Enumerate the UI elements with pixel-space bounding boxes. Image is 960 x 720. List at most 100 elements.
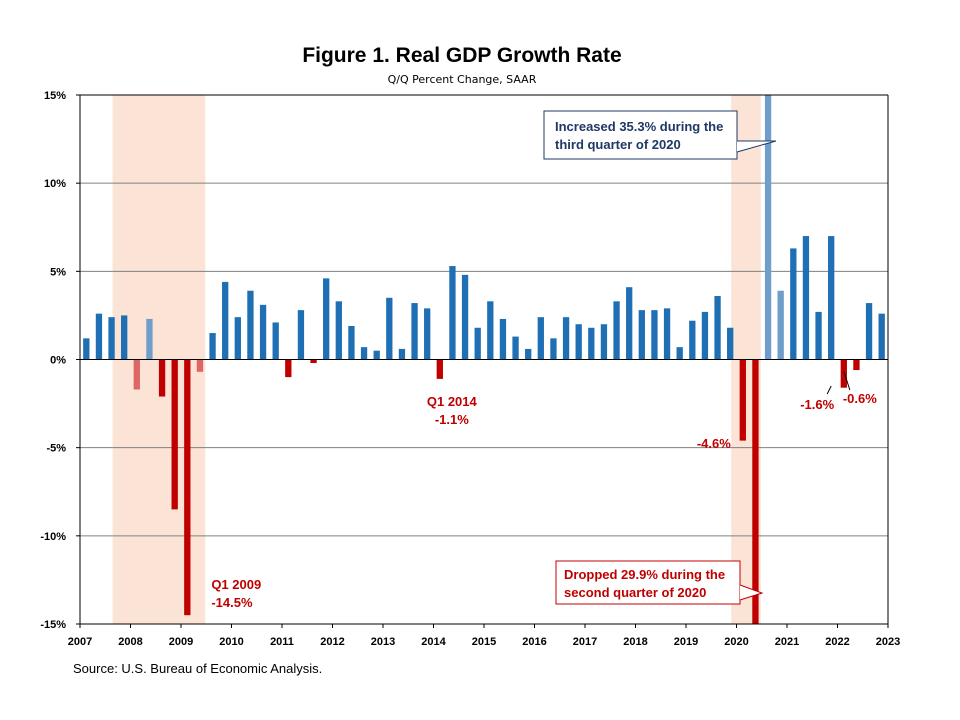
bar	[310, 359, 317, 364]
bar	[853, 359, 860, 371]
y-tick-label: 5%	[50, 266, 66, 278]
bar	[588, 327, 595, 360]
bar	[424, 308, 431, 360]
bar-series	[83, 95, 885, 624]
x-tick-label: 2023	[876, 636, 900, 648]
callout-text-drop: Dropped 29.9% during the second quarter o…	[564, 567, 725, 600]
tick-labels: 15% 10% 5% 0% -5% -10% -15%2007 2008 2009 2010 201…	[40, 90, 900, 648]
y-tick-label: 15%	[44, 90, 66, 102]
x-tick-label: 2017	[573, 636, 597, 648]
bar	[297, 310, 305, 360]
bar	[878, 313, 885, 360]
bar	[689, 320, 696, 360]
bar	[461, 274, 469, 360]
x-tick-label: 2022	[825, 636, 849, 648]
bar	[815, 311, 822, 360]
x-tick-label: 2014	[421, 636, 446, 648]
callout-pointer	[736, 140, 777, 153]
bar	[449, 266, 456, 360]
x-tick-label: 2021	[775, 636, 799, 648]
bar	[146, 318, 153, 360]
x-tick-label: 2007	[68, 636, 92, 648]
bar	[247, 290, 254, 360]
bar	[626, 287, 633, 360]
y-tick-label: -15%	[40, 619, 66, 631]
bar	[714, 296, 721, 360]
annotation-2020-q1: -4.6%	[697, 436, 731, 451]
chart-title: Figure 1. Real GDP Growth Rate	[302, 44, 622, 67]
bar	[335, 301, 342, 360]
x-tick-label: 2010	[219, 636, 243, 648]
bar	[272, 322, 279, 360]
y-tick-label: 10%	[44, 178, 66, 190]
bar	[108, 317, 115, 360]
bar	[512, 336, 519, 360]
bar	[348, 325, 355, 360]
bar	[638, 310, 645, 360]
annotation-q1-2014: Q1 2014 -1.1%	[427, 394, 478, 427]
bar	[676, 347, 683, 360]
chart-subtitle: Q/Q Percent Change, SAAR	[387, 73, 537, 86]
bar	[537, 317, 544, 360]
annotation-q1-2009: Q1 2009 -14.5%	[211, 577, 261, 610]
x-tick-label: 2008	[118, 636, 142, 648]
bar	[184, 359, 191, 616]
callout-text-increase: Increased 35.3% during the third quarter …	[555, 119, 723, 152]
x-tick-label: 2020	[724, 636, 748, 648]
bar	[600, 324, 608, 360]
x-tick-label: 2019	[674, 636, 698, 648]
bar	[525, 348, 532, 360]
bar	[802, 236, 810, 360]
x-tick-label: 2016	[522, 636, 546, 648]
bar	[196, 359, 204, 372]
bar	[487, 301, 494, 360]
bar	[613, 301, 620, 360]
bar	[285, 359, 292, 378]
leader-line	[826, 385, 832, 395]
bar	[828, 236, 835, 360]
bar	[575, 324, 582, 360]
bar	[121, 315, 128, 360]
bar	[790, 248, 797, 360]
chart-source: Source: U.S. Bureau of Economic Analysis…	[73, 661, 323, 676]
callout-box-drop	[555, 560, 741, 605]
x-tick-label: 2018	[623, 636, 647, 648]
bar	[133, 359, 140, 390]
bar	[739, 359, 746, 441]
y-tick-label: -5%	[46, 443, 66, 455]
bar	[360, 347, 368, 360]
annotation-2021-q4: -1.6%	[800, 397, 834, 412]
callout-pointer	[739, 584, 764, 601]
bar	[171, 359, 178, 510]
bar	[651, 310, 658, 360]
y-tick-label: 0%	[50, 355, 66, 367]
bar	[499, 318, 507, 360]
x-tick-label: 2015	[472, 636, 496, 648]
bar	[209, 333, 216, 360]
bar	[411, 303, 418, 360]
x-tick-label: 2012	[320, 636, 344, 648]
bar	[865, 303, 873, 360]
annotations: Q1 2009 -14.5% Q1 2014 -1.1% -4.6% -1.6% -0.6%…	[211, 110, 877, 610]
bar	[373, 350, 380, 360]
bar	[764, 95, 772, 360]
bar	[562, 317, 570, 360]
leader-line	[843, 370, 851, 391]
bar	[398, 348, 406, 360]
bar	[752, 359, 759, 624]
bar	[436, 359, 443, 379]
bar	[474, 327, 481, 360]
x-tick-label: 2013	[371, 636, 395, 648]
axes	[76, 94, 889, 628]
bar	[777, 290, 784, 360]
bar	[701, 311, 709, 360]
bar	[222, 281, 229, 360]
bar	[259, 304, 267, 360]
callout-box-increase	[543, 110, 738, 160]
bar	[663, 308, 671, 360]
bar	[386, 297, 393, 360]
bar	[83, 338, 90, 360]
bar	[234, 317, 241, 360]
x-tick-label: 2011	[270, 636, 294, 648]
